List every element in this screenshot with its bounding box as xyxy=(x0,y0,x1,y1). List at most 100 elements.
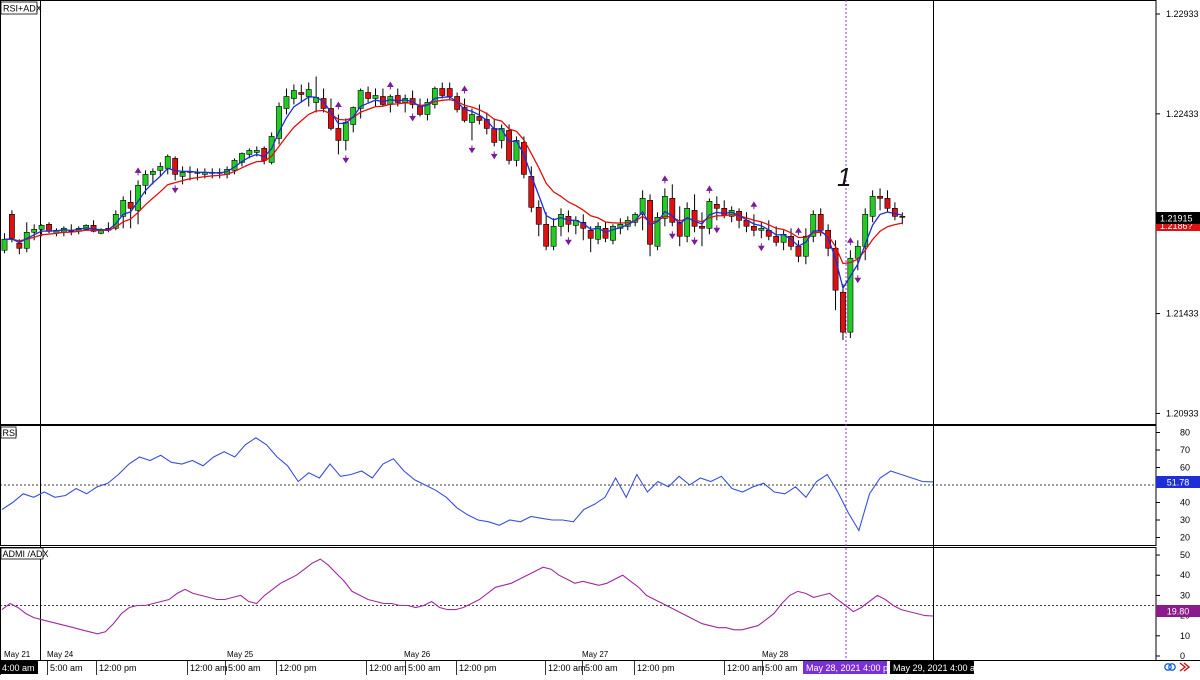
bear-candle xyxy=(699,212,705,247)
buy-signal-arrow xyxy=(386,81,394,90)
candle-body xyxy=(320,98,327,109)
rsi-tick-label: 80 xyxy=(1180,428,1190,438)
bear-candle xyxy=(891,202,898,221)
day-label: May 26 xyxy=(404,650,431,659)
bull-candle xyxy=(350,106,357,133)
bear-candle xyxy=(565,210,572,233)
bull-candle xyxy=(372,88,379,107)
rsi-tick-label: 70 xyxy=(1180,445,1190,455)
hour-label: 12:00 pm xyxy=(279,663,317,673)
bull-candle xyxy=(654,212,661,251)
bear-candle xyxy=(439,82,446,99)
candle-body xyxy=(417,106,423,115)
sell-signal-arrow xyxy=(409,113,417,122)
day-label: May 21 xyxy=(4,650,31,659)
rsi-tick-label: 40 xyxy=(1180,498,1190,508)
candle-body xyxy=(840,291,846,333)
candle-body xyxy=(9,214,15,239)
cursor-date-text: May 29, 2021 4:00 am xyxy=(893,663,983,673)
buy-signal-arrow xyxy=(846,237,854,246)
bear-candle xyxy=(365,86,371,103)
bull-candle xyxy=(290,84,297,105)
rsi-panel-label: RSI xyxy=(3,428,18,438)
bull-candle xyxy=(469,108,475,141)
toolbar-icons[interactable] xyxy=(1164,662,1191,672)
candle-body xyxy=(335,128,342,141)
bear-candle xyxy=(736,208,742,229)
candle-body xyxy=(869,196,876,217)
sell-signal-arrow xyxy=(342,155,350,164)
link-icon[interactable] xyxy=(1164,663,1176,671)
hour-label: 12:00 pm xyxy=(99,663,137,673)
candle-body xyxy=(127,202,134,209)
sell-signal-arrow xyxy=(757,243,765,252)
candle-body xyxy=(172,158,179,175)
fast-moving-average-line xyxy=(4,96,903,290)
bull-candle xyxy=(387,94,394,113)
candle-body xyxy=(365,92,371,99)
hour-label: 5:00 am xyxy=(228,663,261,673)
bear-candle xyxy=(535,200,542,237)
bear-candle xyxy=(877,188,883,211)
bear-candle xyxy=(669,184,676,227)
candle-body xyxy=(142,174,149,186)
moving-averages xyxy=(4,96,903,290)
bear-candle xyxy=(127,190,134,229)
bull-candle xyxy=(810,210,817,243)
bear-candle xyxy=(506,124,512,165)
bear-candle xyxy=(751,214,757,237)
candle-body xyxy=(157,166,164,171)
candlestick-series xyxy=(1,76,906,341)
candle-body xyxy=(513,140,520,161)
candle-body xyxy=(394,95,401,103)
price-tick-label: 1.20933 xyxy=(1166,408,1199,418)
main-panel-label-box: RSI+ADX xyxy=(0,1,42,15)
sell-signal-arrow xyxy=(565,237,572,246)
candle-body xyxy=(676,221,683,237)
candle-body xyxy=(899,216,906,218)
candle-body xyxy=(891,208,898,217)
hour-label: 5:00 am xyxy=(585,663,618,673)
cursor-date-label: May 29, 2021 4:00 am xyxy=(890,661,983,674)
adx-tick-label: 50 xyxy=(1180,550,1190,560)
candle-body xyxy=(150,171,156,175)
rsi-value-marker: 51.78 xyxy=(1156,476,1200,488)
candle-body xyxy=(253,150,260,153)
rsi-tick-label: 30 xyxy=(1180,515,1190,525)
scroll-to-end-icon[interactable] xyxy=(1179,662,1191,672)
day-label: May 27 xyxy=(582,650,609,659)
bull-candle xyxy=(179,166,186,185)
candle-body xyxy=(357,90,364,109)
candle-body xyxy=(446,88,453,97)
bull-candle xyxy=(431,86,438,109)
adx-line xyxy=(1,558,934,635)
adx-tick-label: 40 xyxy=(1180,570,1190,580)
bear-candle xyxy=(417,98,423,117)
bull-candle xyxy=(283,88,290,115)
candle-body xyxy=(372,95,379,99)
adx-value-label: 19.80 xyxy=(1167,607,1190,617)
candle-body xyxy=(298,92,305,95)
hour-label: 12:00 am xyxy=(369,663,407,673)
bear-candle xyxy=(320,88,327,113)
sell-signal-arrow xyxy=(468,145,476,154)
bear-candle xyxy=(899,212,906,225)
adx-value-marker: 19.80 xyxy=(1156,605,1200,617)
candle-body xyxy=(669,198,676,223)
candle-body xyxy=(639,198,646,215)
candle-body xyxy=(16,242,23,249)
panel-frames xyxy=(0,0,1200,661)
hour-label: 5:00 am xyxy=(50,663,83,673)
bear-candle xyxy=(194,168,201,181)
last-price-label: 1.21915 xyxy=(1160,214,1193,224)
candle-body xyxy=(699,225,705,229)
buy-signal-arrow xyxy=(750,201,758,210)
secondary-price-label: 1.2186? xyxy=(1160,221,1193,231)
time-axis: May 21 May 24 May 25 May 26 May 27 May 28 4:00… xyxy=(0,650,798,675)
price-marker: 1.21915 xyxy=(1156,212,1200,224)
bear-candle xyxy=(795,240,802,263)
bull-candle xyxy=(498,124,505,149)
candle-body xyxy=(439,88,446,96)
